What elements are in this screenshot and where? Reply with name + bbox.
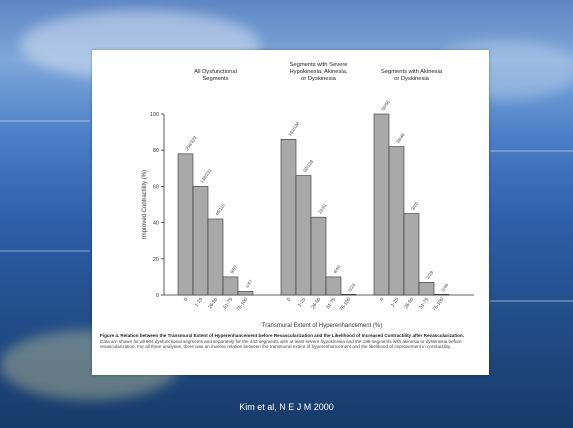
background-streak — [490, 300, 573, 302]
y-tick-label: 20 — [153, 257, 159, 263]
data-label: 22/51 — [317, 202, 328, 214]
x-tick-label: 0 — [379, 296, 386, 302]
y-tick-label: 40 — [153, 221, 159, 227]
x-tick-label: 76-100 — [236, 296, 250, 312]
data-label: 1/47 — [244, 279, 253, 289]
background-streak — [490, 150, 573, 152]
x-tick-label: 76-100 — [339, 296, 353, 312]
x-axis-label: Transmural Extent of Hyperenhancement (%… — [262, 323, 383, 329]
y-tick-label: 0 — [156, 293, 159, 299]
y-tick-label: 80 — [153, 148, 159, 154]
data-label: 0/24 — [347, 282, 356, 292]
x-tick-label: 26-50 — [310, 296, 322, 310]
bar — [295, 175, 312, 296]
panel-title: Hypokinesia, Akinesia, — [290, 69, 348, 75]
data-label: 0/46 — [440, 282, 449, 292]
bar — [388, 146, 405, 296]
bar — [177, 153, 194, 296]
x-tick-label: 51-75 — [222, 296, 234, 310]
x-tick-label: 1-25 — [297, 296, 308, 308]
x-tick-label: 0 — [183, 296, 190, 302]
y-tick-label: 60 — [153, 184, 159, 190]
bar — [418, 282, 435, 296]
bar — [280, 139, 297, 296]
figure-caption-title: Figure 4. Relation between the Transmura… — [100, 333, 465, 338]
x-tick-label: 26-50 — [403, 296, 415, 310]
bar — [340, 294, 357, 296]
panel-title: Segments with Severe — [290, 62, 348, 68]
background-streak — [0, 250, 90, 252]
panel-title: All Dysfunctional — [194, 69, 237, 75]
data-label: 38/46 — [395, 132, 406, 144]
bar — [222, 276, 239, 296]
bar — [373, 113, 390, 296]
bar — [310, 216, 327, 296]
bar — [403, 213, 420, 296]
data-label: 138/231 — [199, 167, 213, 184]
bar-chart: 0 20 40 60 80 100 Improved Contractility (%) Tr… — [142, 62, 474, 329]
data-label: 4/40 — [332, 264, 341, 274]
data-label: 58/58 — [380, 99, 391, 111]
x-tick-label: 0 — [286, 296, 293, 302]
data-label: 2/29 — [425, 269, 434, 279]
data-label: 9/87 — [229, 264, 238, 274]
bar — [237, 291, 254, 296]
figure-caption-body: Data are shown for all 804 dysfunctional… — [100, 338, 462, 350]
x-tick-label: 1-25 — [390, 296, 401, 308]
figure-panel: 0 20 40 60 80 100 Improved Contractility (%) Tr… — [92, 50, 489, 375]
x-tick-label: 51-75 — [325, 296, 337, 310]
citation: Kim et al, N E J M 2000 — [239, 402, 334, 412]
bar — [433, 294, 450, 296]
data-label: 46/110 — [214, 202, 226, 216]
panel-title: Segments — [202, 76, 228, 82]
data-label: 92/139 — [302, 159, 314, 174]
panel-title: or Dyskinesia — [394, 76, 430, 82]
x-tick-label: 1-25 — [194, 296, 205, 308]
bar — [325, 276, 342, 296]
y-axis-label: Improved Contractility (%) — [142, 170, 148, 239]
bar — [207, 218, 224, 296]
bar — [192, 186, 209, 296]
x-tick-label: 51-75 — [418, 296, 430, 310]
x-tick-label: 26-50 — [207, 296, 219, 310]
data-label: 161/188 — [287, 120, 301, 137]
figure-caption: Figure 4. Relation between the Transmura… — [100, 333, 480, 350]
data-label: 9/20 — [410, 201, 419, 211]
background-streak — [0, 120, 90, 122]
data-label: 256/329 — [184, 135, 198, 152]
panel-title: Segments with Akinesia — [381, 69, 443, 75]
panel-title: or Dyskinesia — [301, 76, 337, 82]
y-tick-label: 100 — [150, 112, 159, 118]
x-tick-label: 76-100 — [432, 296, 446, 312]
